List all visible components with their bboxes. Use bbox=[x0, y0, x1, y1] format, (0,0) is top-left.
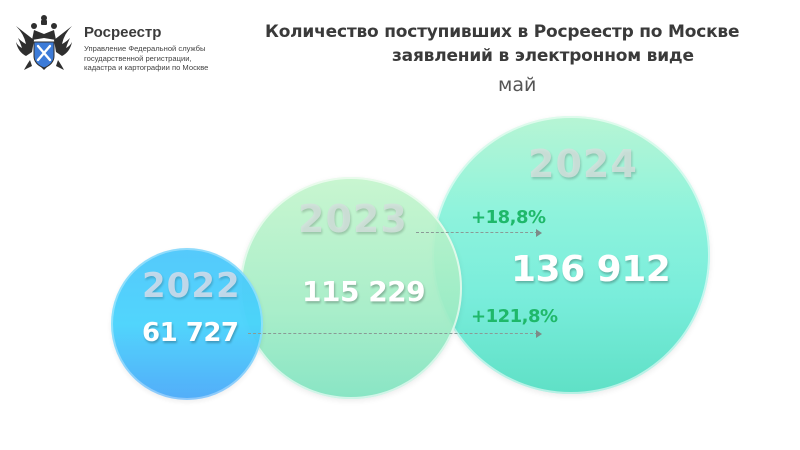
growth-label-2022-2024: +121,8% bbox=[471, 306, 558, 327]
arrowhead-icon bbox=[536, 229, 542, 237]
bubble-2024 bbox=[432, 116, 710, 394]
growth-arrow-2022-2024 bbox=[248, 333, 538, 334]
bubble-year-2024: 2024 bbox=[528, 142, 638, 186]
bubble-2022 bbox=[111, 248, 263, 400]
bubble-value-2023: 115 229 bbox=[302, 275, 426, 308]
bubble-2023 bbox=[240, 177, 462, 399]
bubble-year-2023: 2023 bbox=[298, 197, 408, 241]
bubble-year-2022: 2022 bbox=[142, 266, 241, 306]
brand-subtitle-line2: государственной регистрации, bbox=[84, 53, 192, 63]
chart-title-line2: заявлений в электронном виде bbox=[392, 46, 694, 66]
brand-subtitle-line1: Управление Федеральной службы bbox=[84, 44, 206, 53]
growth-arrow-2023-2024 bbox=[416, 232, 538, 233]
brand-block: Росреестр Управление Федеральной службы … bbox=[84, 24, 208, 73]
brand-subtitle: Управление Федеральной службы государств… bbox=[84, 44, 208, 73]
growth-label-2023-2024: +18,8% bbox=[471, 207, 546, 228]
bubble-value-2022: 61 727 bbox=[142, 318, 239, 348]
chart-subtitle-month: май bbox=[498, 74, 537, 96]
chart-title-line1: Количество поступивших в Росреестр по Мо… bbox=[265, 22, 740, 42]
brand-subtitle-line3: кадастра и картографии по Москве bbox=[84, 63, 209, 73]
arrowhead-icon bbox=[536, 330, 542, 338]
brand-name: Росреестр bbox=[84, 24, 162, 41]
rosreestr-emblem-icon bbox=[12, 12, 76, 76]
bubble-value-2024: 136 912 bbox=[511, 249, 671, 290]
